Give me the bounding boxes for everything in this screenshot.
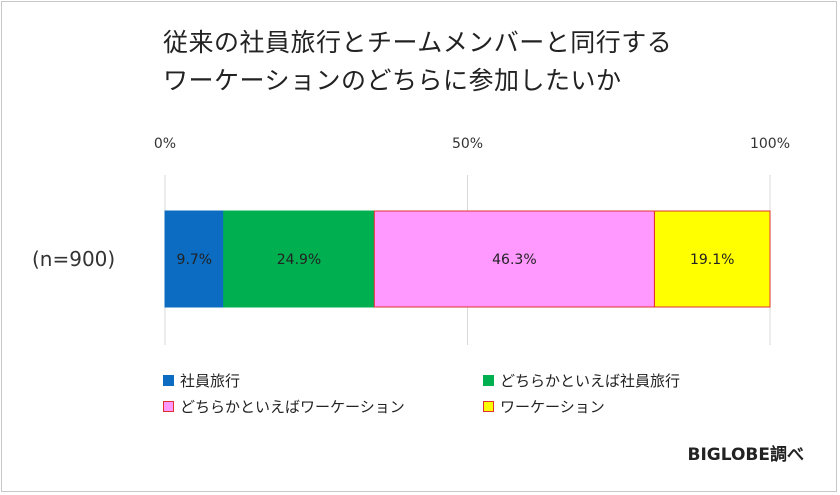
legend-swatch-dochiraka-shain-ryoko	[483, 375, 494, 386]
x-tick-label-0: 0%	[154, 136, 176, 152]
bar-segments	[164, 210, 771, 308]
source-credit: BIGLOBE調べ	[687, 445, 805, 465]
chart-title-line-1: 従来の社員旅行とチームメンバーと同行する	[163, 28, 673, 57]
bar-segment-3	[653, 210, 771, 308]
legend-label-dochiraka-shain-ryoko: どちらかといえば社員旅行	[500, 372, 681, 390]
data-label-3: 19.1%	[690, 252, 734, 268]
x-axis-ticks: 0% 50% 100%	[154, 136, 790, 152]
x-tick-label-2: 100%	[750, 136, 790, 152]
data-label-2: 46.3%	[492, 252, 536, 268]
bar-segment-2	[373, 210, 655, 308]
legend-item-workation: ワーケーション	[483, 396, 605, 417]
legend-swatch-dochiraka-workation	[163, 401, 174, 412]
legend-label-dochiraka-workation: どちらかといえばワーケーション	[180, 398, 405, 416]
legend-swatch-workation	[483, 401, 494, 412]
legend-label-shain-ryoko: 社員旅行	[180, 372, 241, 390]
data-labels: 9.7% 24.9% 46.3% 19.1%	[177, 252, 735, 268]
chart-title: 従来の社員旅行とチームメンバーと同行する ワーケーションのどちらに参加したいか	[163, 24, 672, 100]
legend-swatch-shain-ryoko	[163, 375, 174, 386]
legend-item-dochiraka-shain-ryoko: どちらかといえば社員旅行	[483, 370, 680, 391]
legend-item-shain-ryoko: 社員旅行	[163, 370, 240, 391]
chart-title-line-2: ワーケーションのどちらに参加したいか	[163, 66, 622, 95]
data-label-1: 24.9%	[277, 252, 321, 268]
legend-label-workation: ワーケーション	[500, 398, 605, 416]
x-tick-label-1: 50%	[452, 136, 483, 152]
y-axis-categories: (n=900)	[32, 247, 115, 271]
category-label-0: (n=900)	[32, 247, 115, 271]
legend-item-dochiraka-workation: どちらかといえばワーケーション	[163, 396, 405, 417]
data-label-0: 9.7%	[177, 252, 213, 268]
bar-segment-1	[223, 210, 375, 308]
